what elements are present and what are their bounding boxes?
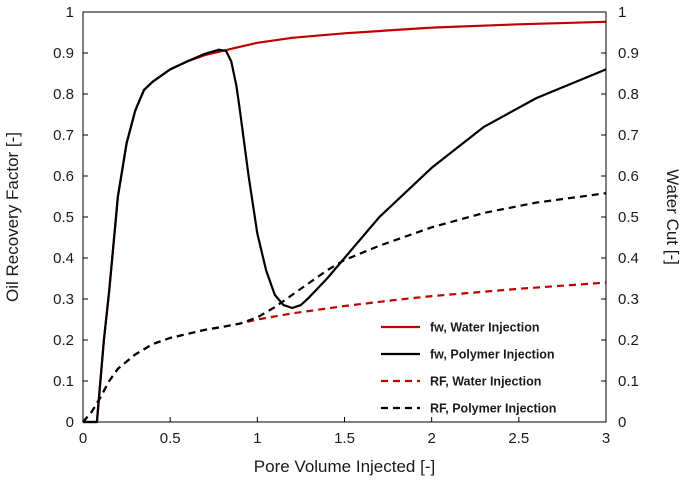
y-tick-label-right: 0.9	[618, 45, 639, 62]
legend-label-3: RF, Polymer Injection	[430, 402, 556, 416]
x-tick-label: 2.5	[508, 430, 529, 447]
x-tick-label: 0.5	[160, 430, 181, 447]
series-line-3	[82, 192, 607, 423]
legend-label-1: fw, Polymer Injection	[430, 348, 555, 362]
y-tick-label-left: 0.5	[53, 209, 74, 226]
legend: fw, Water Injection fw, Polymer Injection…	[381, 321, 556, 416]
y-tick-label-left: 1	[66, 4, 74, 21]
y-tick-label-right: 0.2	[618, 332, 639, 349]
y-tick-label-right: 0.4	[618, 250, 639, 267]
series-line-1	[83, 48, 607, 424]
y-tick-label-right: 0.3	[618, 291, 639, 308]
y-tick-label-right: 0.7	[618, 127, 639, 144]
x-tick-label: 1.5	[334, 430, 355, 447]
y-tick-label-left: 0.3	[53, 291, 74, 308]
y-tick-label-left: 0.9	[53, 45, 74, 62]
y-tick-label-right: 0.8	[618, 86, 639, 103]
x-tick-label: 1	[253, 430, 261, 447]
y-tick-label-left: 0.7	[53, 127, 74, 144]
legend-label-0: fw, Water Injection	[430, 321, 540, 335]
legend-label-2: RF, Water Injection	[430, 375, 541, 389]
y-axis-title-right: Water Cut [-]	[663, 169, 682, 265]
y-tick-label-right: 0	[618, 414, 626, 431]
x-tick-label: 3	[602, 430, 610, 447]
x-tick-label: 0	[79, 430, 87, 447]
y-tick-label-left: 0.4	[53, 250, 74, 267]
series-layer	[82, 20, 607, 424]
y-tick-label-left: 0.8	[53, 86, 74, 103]
y-tick-label-right: 0.6	[618, 168, 639, 185]
y-tick-label-left: 0	[66, 414, 74, 431]
x-tick-label: 2	[427, 430, 435, 447]
y-tick-label-right: 1	[618, 4, 626, 21]
y-tick-label-right: 0.5	[618, 209, 639, 226]
tick-layer: 0 0.5 1 1.5 2 2.5 30 00.1 0.10.2 0.20.3 0.30.4 0.40…	[53, 4, 639, 447]
y-tick-label-left: 0.6	[53, 168, 74, 185]
y-tick-label-right: 0.1	[618, 373, 639, 390]
x-axis-title: Pore Volume Injected [-]	[254, 457, 435, 476]
y-tick-label-left: 0.1	[53, 373, 74, 390]
y-tick-label-left: 0.2	[53, 332, 74, 349]
y-axis-title-left: Oil Recovery Factor [-]	[3, 132, 22, 302]
